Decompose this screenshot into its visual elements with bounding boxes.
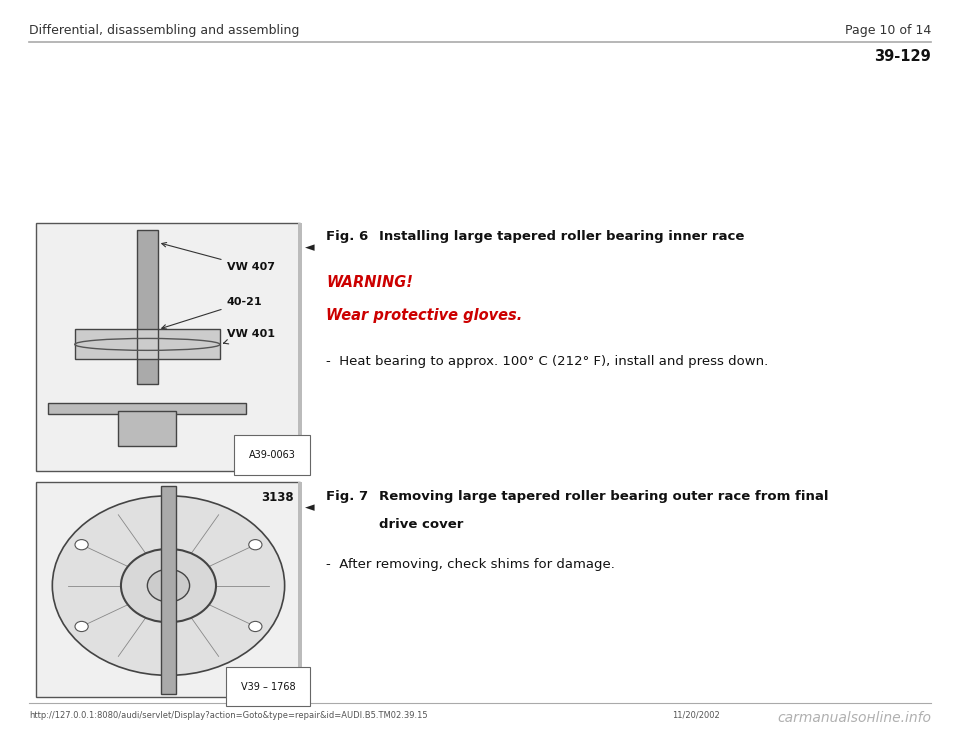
- Text: ◄: ◄: [305, 241, 315, 255]
- Text: Wear protective gloves.: Wear protective gloves.: [326, 308, 522, 323]
- Text: WARNING!: WARNING!: [326, 275, 413, 289]
- Circle shape: [148, 569, 190, 602]
- Text: A39-0063: A39-0063: [249, 450, 296, 460]
- Text: V39 – 1768: V39 – 1768: [241, 682, 296, 692]
- Circle shape: [121, 549, 216, 623]
- Bar: [161, 486, 176, 694]
- Text: http://127.0.0.1:8080/audi/servlet/Display?action=Goto&type=repair&id=AUDI.B5.TM: http://127.0.0.1:8080/audi/servlet/Displ…: [29, 711, 427, 720]
- Bar: [36, 223, 300, 471]
- Text: 39-129: 39-129: [875, 49, 931, 64]
- Text: carmanualsонline.info: carmanualsонline.info: [778, 711, 931, 725]
- Bar: [48, 403, 247, 413]
- Circle shape: [52, 496, 285, 675]
- Bar: [36, 482, 300, 697]
- Text: Page 10 of 14: Page 10 of 14: [845, 24, 931, 37]
- Text: VW 401: VW 401: [224, 329, 275, 344]
- Circle shape: [75, 621, 88, 631]
- Bar: [75, 329, 220, 359]
- Circle shape: [249, 539, 262, 550]
- Text: drive cover: drive cover: [379, 518, 464, 531]
- Text: 40-21: 40-21: [161, 297, 262, 329]
- Text: -  Heat bearing to approx. 100° C (212° F), install and press down.: - Heat bearing to approx. 100° C (212° F…: [326, 355, 769, 368]
- Text: Removing large tapered roller bearing outer race from final: Removing large tapered roller bearing ou…: [379, 490, 828, 503]
- Text: Installing large tapered roller bearing inner race: Installing large tapered roller bearing …: [379, 230, 745, 243]
- Circle shape: [162, 663, 175, 672]
- Bar: [136, 230, 157, 384]
- Bar: [298, 223, 302, 471]
- Bar: [118, 411, 177, 447]
- Text: ◄: ◄: [305, 501, 315, 514]
- Bar: [298, 482, 302, 697]
- Circle shape: [162, 499, 175, 509]
- Text: -  After removing, check shims for damage.: - After removing, check shims for damage…: [326, 558, 615, 571]
- Text: Differential, disassembling and assembling: Differential, disassembling and assembli…: [29, 24, 300, 37]
- Circle shape: [249, 621, 262, 631]
- Text: VW 407: VW 407: [162, 243, 275, 272]
- Bar: [136, 230, 157, 384]
- Circle shape: [75, 539, 88, 550]
- Text: 3138: 3138: [261, 491, 294, 505]
- Text: Fig. 7: Fig. 7: [326, 490, 369, 503]
- Text: 11/20/2002: 11/20/2002: [672, 711, 720, 720]
- Text: Fig. 6: Fig. 6: [326, 230, 369, 243]
